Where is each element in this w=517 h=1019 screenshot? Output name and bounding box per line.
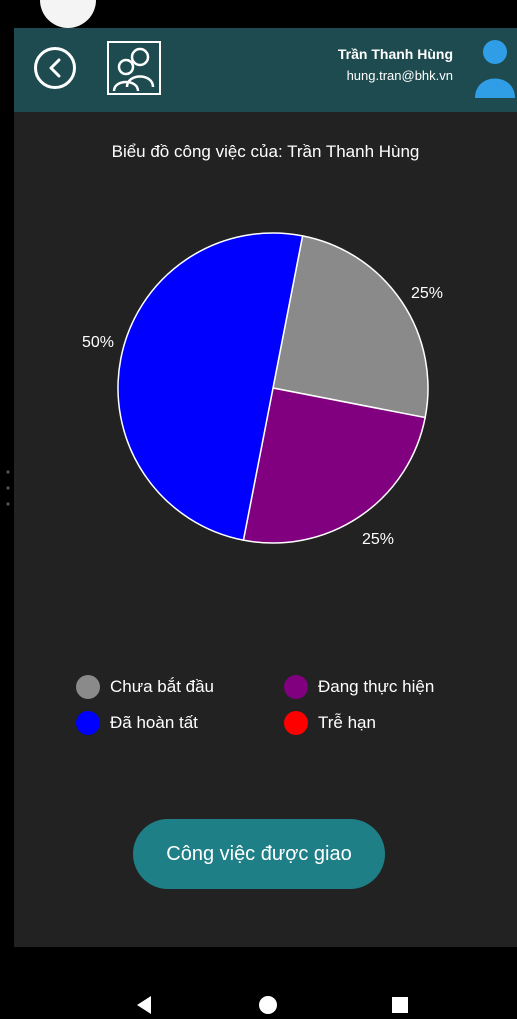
legend-label: Đang thực hiện: [318, 677, 435, 696]
legend-label: Trễ hạn: [318, 713, 376, 732]
status-bar: [0, 0, 517, 28]
legend-item-in-progress: Đang thực hiện: [284, 675, 434, 699]
pie-chart: 25% 25% 50%: [82, 232, 443, 548]
legend-item-not-started: Chưa bắt đầu: [76, 675, 214, 699]
user-name: Trần Thanh Hùng: [337, 46, 453, 62]
legend-item-completed: Đã hoàn tất: [76, 711, 198, 735]
pie-slice: [272, 234, 429, 419]
drag-handle-icon: [6, 470, 10, 506]
legend-swatch: [284, 711, 308, 735]
pie-slice-label: 25%: [411, 285, 443, 302]
status-bar-overlay: [40, 0, 96, 28]
pie-slice: [242, 387, 427, 544]
pie-slice-label: 50%: [82, 334, 114, 351]
system-nav-bar: [0, 947, 517, 1019]
app-header: Trần Thanh Hùng hung.tran@bhk.vn: [14, 28, 517, 112]
users-icon: [112, 47, 155, 92]
main-content: Biểu đồ công việc của: Trần Thanh Hùng 2…: [14, 112, 517, 947]
users-button[interactable]: [107, 41, 161, 95]
assigned-tasks-button[interactable]: Công việc được giao: [133, 819, 385, 889]
legend-label: Đã hoàn tất: [110, 713, 198, 732]
nav-recents-icon[interactable]: [392, 997, 408, 1013]
user-email: hung.tran@bhk.vn: [346, 68, 453, 83]
legend-swatch: [76, 675, 100, 699]
legend-label: Chưa bắt đầu: [110, 677, 215, 696]
nav-back-icon[interactable]: [137, 996, 151, 1014]
chart-title: Biểu đồ công việc của: Trần Thanh Hùng: [111, 142, 420, 161]
user-avatar-icon[interactable]: [473, 38, 517, 98]
legend-item-overdue: Trễ hạn: [284, 711, 376, 735]
back-button[interactable]: [34, 47, 76, 89]
legend-swatch: [76, 711, 100, 735]
chevron-left-icon: [49, 58, 61, 78]
pie-slice-label: 25%: [362, 531, 394, 548]
pie-slice: [117, 232, 304, 542]
nav-home-icon[interactable]: [259, 996, 277, 1014]
legend-swatch: [284, 675, 308, 699]
